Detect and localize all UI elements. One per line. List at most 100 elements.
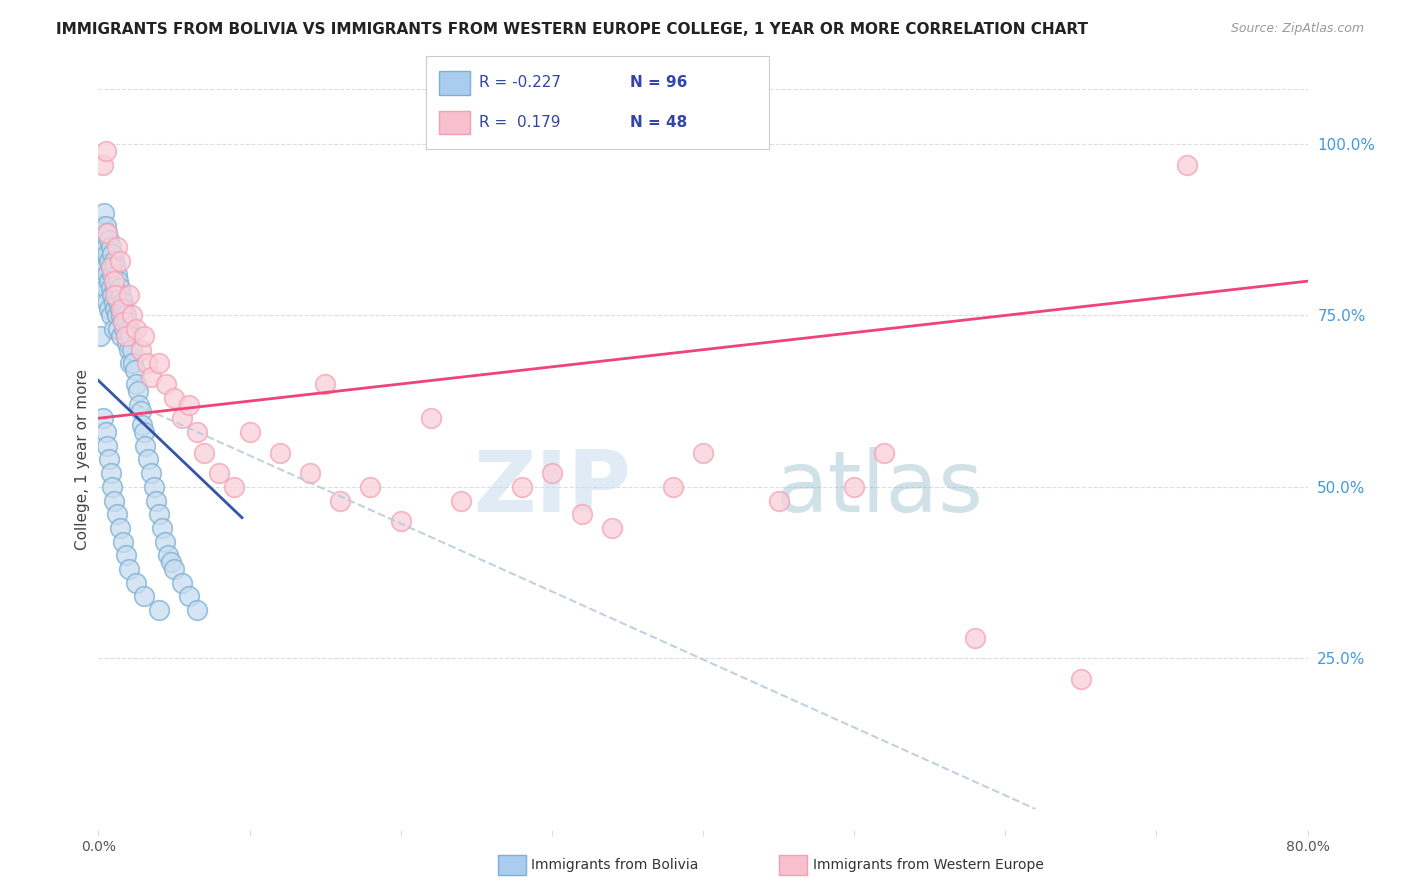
Point: [1070, 672, 1092, 686]
Point: [170, 575, 193, 590]
Point: [104, 260, 127, 275]
Point: [389, 514, 412, 528]
Text: R =  0.179: R = 0.179: [479, 115, 561, 129]
Point: [134, 439, 156, 453]
Point: [132, 425, 155, 439]
Point: [94, 281, 117, 295]
Point: [111, 315, 134, 329]
Point: [93, 260, 115, 275]
Point: [100, 240, 122, 254]
Point: [96, 226, 118, 240]
Point: [93, 233, 115, 247]
Point: [112, 301, 135, 316]
Point: [105, 288, 128, 302]
Point: [98, 452, 121, 467]
Point: [90, 274, 112, 288]
Point: [179, 398, 201, 412]
Point: [98, 253, 121, 268]
Point: [98, 301, 121, 316]
Point: [193, 445, 215, 459]
Point: [98, 233, 121, 247]
Point: [148, 603, 170, 617]
Point: [114, 329, 136, 343]
Point: [143, 480, 166, 494]
Point: [132, 590, 155, 604]
Point: [602, 521, 624, 535]
Point: [110, 288, 132, 302]
Point: [103, 493, 125, 508]
Point: [873, 445, 896, 459]
Point: [148, 507, 170, 521]
Point: [208, 466, 231, 480]
Point: [148, 356, 170, 370]
Point: [224, 480, 246, 494]
Point: [124, 363, 146, 377]
Point: [105, 309, 128, 323]
Point: [314, 376, 336, 391]
Point: [94, 260, 117, 275]
Point: [132, 329, 155, 343]
Point: [105, 240, 128, 254]
Point: [844, 480, 866, 494]
Point: [103, 253, 125, 268]
Point: [108, 301, 131, 316]
Point: [104, 281, 127, 295]
Point: [299, 466, 322, 480]
Point: [141, 466, 163, 480]
Point: [91, 158, 114, 172]
Point: [186, 603, 208, 617]
Point: [104, 288, 127, 302]
Point: [450, 493, 472, 508]
Point: [122, 356, 145, 370]
Point: [96, 268, 118, 282]
Point: [135, 356, 157, 370]
Point: [91, 288, 114, 302]
Point: [103, 274, 125, 288]
Point: [155, 376, 177, 391]
Point: [127, 384, 149, 398]
Point: [100, 281, 122, 295]
Y-axis label: College, 1 year or more: College, 1 year or more: [75, 369, 90, 549]
Point: [91, 253, 114, 268]
Point: [120, 329, 142, 343]
Point: [156, 549, 179, 563]
Point: [112, 322, 135, 336]
Point: [94, 144, 117, 158]
Point: [89, 329, 111, 343]
Point: [100, 466, 122, 480]
Point: [103, 274, 125, 288]
Point: [239, 425, 262, 439]
Point: [163, 562, 186, 576]
Text: ZIP: ZIP: [472, 448, 630, 531]
Point: [145, 493, 167, 508]
Point: [510, 480, 533, 494]
Point: [105, 507, 128, 521]
Point: [360, 480, 382, 494]
Point: [111, 534, 134, 549]
Point: [179, 590, 201, 604]
Point: [163, 391, 186, 405]
Point: [661, 480, 683, 494]
Point: [118, 288, 141, 302]
Point: [118, 343, 141, 357]
Point: [90, 240, 112, 254]
Point: [98, 274, 121, 288]
Point: [153, 534, 176, 549]
Text: Source: ZipAtlas.com: Source: ZipAtlas.com: [1230, 22, 1364, 36]
Point: [91, 219, 114, 234]
Point: [101, 268, 124, 282]
Point: [91, 411, 114, 425]
Point: [108, 521, 131, 535]
Point: [107, 322, 129, 336]
Point: [114, 549, 136, 563]
Point: [768, 493, 790, 508]
Point: [100, 309, 122, 323]
Point: [125, 322, 148, 336]
Point: [104, 301, 127, 316]
Text: atlas: atlas: [776, 448, 984, 531]
Text: Immigrants from Western Europe: Immigrants from Western Europe: [813, 858, 1043, 872]
Point: [94, 219, 117, 234]
Point: [115, 315, 138, 329]
Point: [540, 466, 562, 480]
Point: [125, 376, 148, 391]
